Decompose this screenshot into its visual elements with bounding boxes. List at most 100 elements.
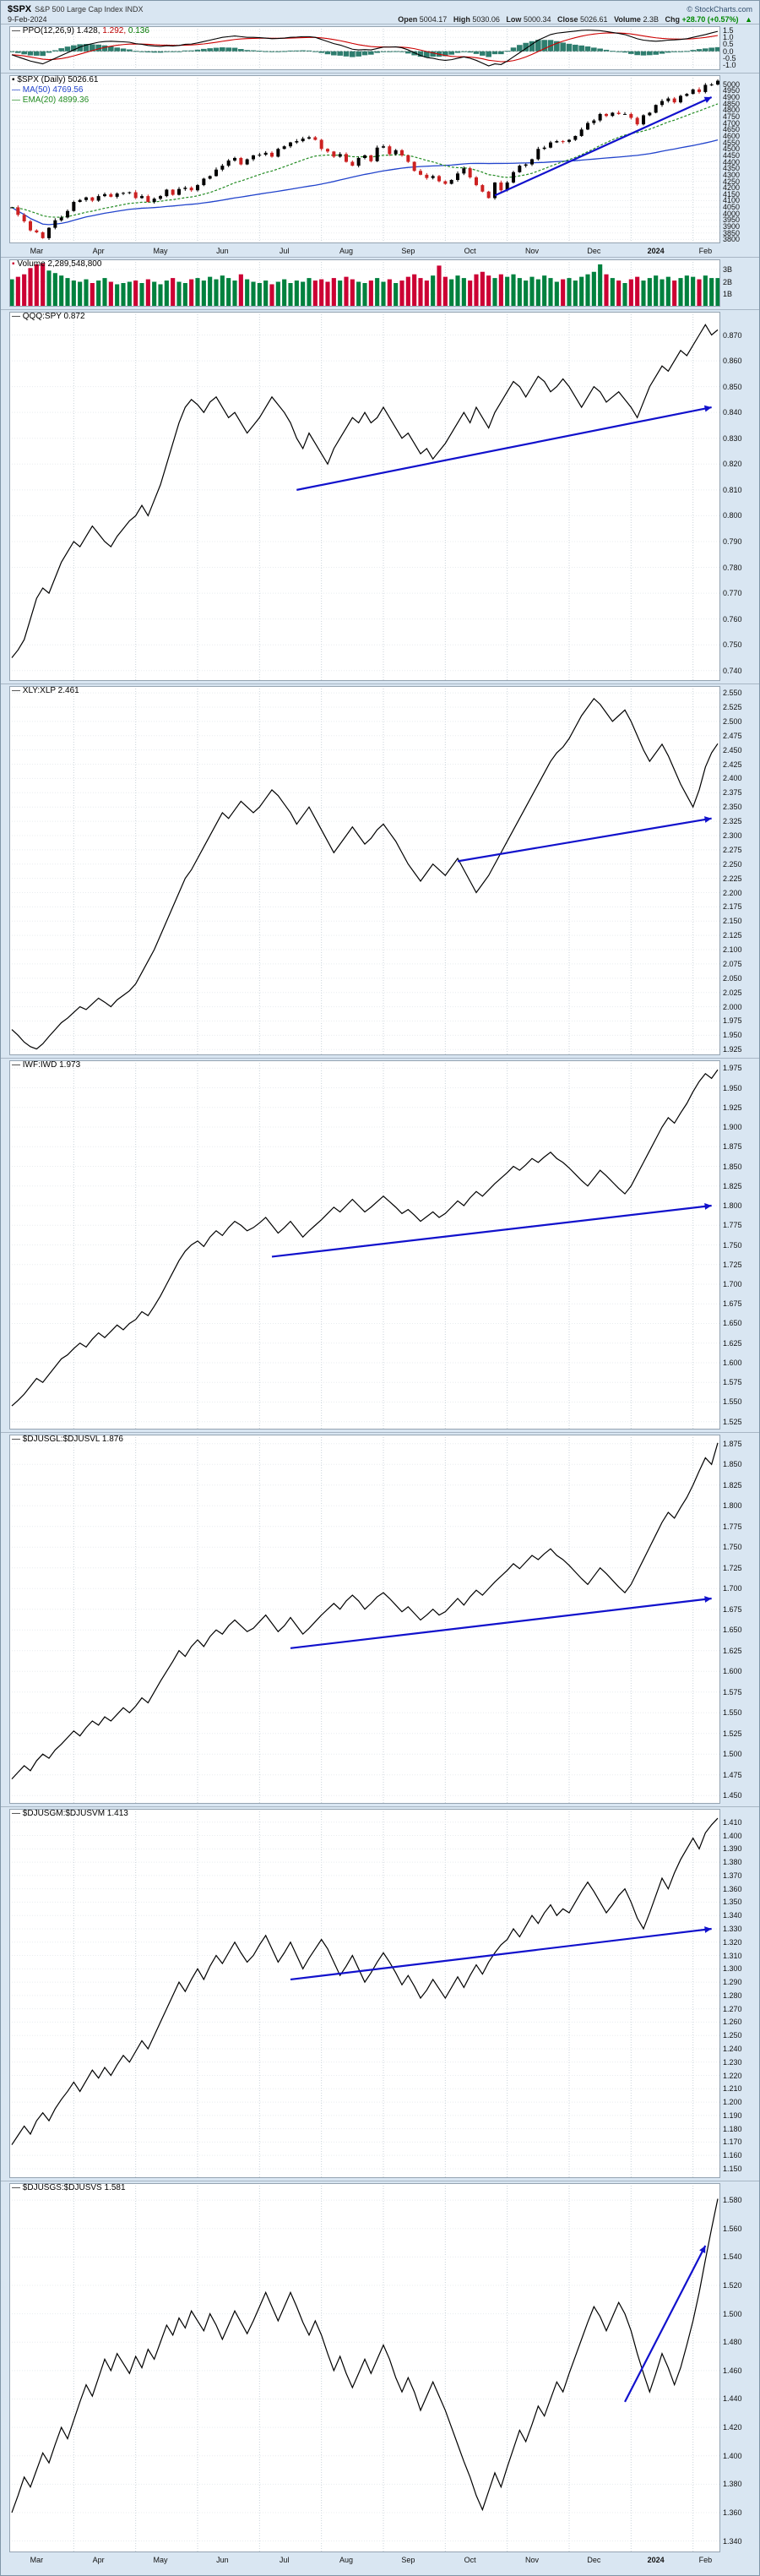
legend-text: $DJUSGM:$DJUSVM 1.413 bbox=[22, 1809, 128, 1818]
legend-text: QQQ:SPY 0.872 bbox=[22, 312, 85, 321]
month-label: Dec bbox=[587, 2556, 601, 2564]
y-tick-label: 0.820 bbox=[723, 460, 742, 469]
y-tick-label: 3800 bbox=[723, 235, 741, 244]
chg-up-arrow-icon: ▲ bbox=[745, 15, 752, 24]
y-tick-label: 1.650 bbox=[723, 1626, 742, 1635]
y-tick-label: 1.340 bbox=[723, 1911, 742, 1920]
y-tick-label: 1.0 bbox=[723, 33, 734, 42]
volume-chart bbox=[9, 259, 720, 307]
trendline-arrowhead bbox=[704, 1596, 712, 1603]
y-tick-label: 1.450 bbox=[723, 1791, 742, 1800]
month-label: May bbox=[153, 247, 168, 255]
y-tick-label: 2.425 bbox=[723, 760, 742, 769]
y-tick-label: 1.5 bbox=[723, 25, 734, 35]
legend-text: — bbox=[12, 1060, 23, 1070]
ratio-panel-iwf-iwd: 1.975 1.950 1.925 1.900 1.875 1.850 1.825 1.800… bbox=[1, 1058, 759, 1432]
y-tick-label: 1.390 bbox=[723, 1844, 742, 1854]
gl-legend: — $DJUSGL:$DJUSVL 1.876 bbox=[12, 1435, 123, 1445]
y-tick-label: 1.625 bbox=[723, 1338, 742, 1348]
y-tick-label: 2.475 bbox=[723, 731, 742, 740]
close-value: 5026.61 bbox=[580, 15, 608, 24]
month-label: Jun bbox=[216, 2556, 229, 2564]
month-label: Feb bbox=[698, 247, 713, 255]
volume-label: Volume bbox=[614, 15, 641, 24]
trendline-arrowhead bbox=[704, 1203, 712, 1210]
legend-text: — bbox=[12, 2183, 23, 2192]
legend-text: — bbox=[12, 26, 23, 35]
chart-header: $SPX S&P 500 Large Cap Index INDX © Stock… bbox=[1, 1, 759, 24]
y-tick-label: 1.650 bbox=[723, 1319, 742, 1328]
ratio-panel-djusgm-djusvm: 1.410 1.400 1.390 1.380 1.370 1.360 1.350 1.340… bbox=[1, 1806, 759, 2181]
y-tick-label: 2.250 bbox=[723, 859, 742, 869]
quote-bar: Open 5004.17 High 5030.06 Low 5000.34 Cl… bbox=[398, 14, 752, 25]
ppo-legend: — PPO(12,26,9) 1.428, 1.292, 0.136 bbox=[12, 26, 149, 36]
y-tick-label: 1B bbox=[723, 290, 733, 299]
y-tick-label: 1.580 bbox=[723, 2196, 742, 2205]
y-tick-label: 4950 bbox=[723, 86, 741, 95]
y-tick-label: 2.075 bbox=[723, 959, 742, 968]
volume-legend: ▪ Volume 2,289,548,800 bbox=[12, 259, 101, 270]
legend-text: — bbox=[12, 85, 23, 95]
gl-chart bbox=[9, 1435, 720, 1804]
y-tick-label: 1.190 bbox=[723, 2110, 742, 2120]
legend-text: EMA(20) 4899.36 bbox=[22, 95, 90, 105]
y-tick-label: 1.800 bbox=[723, 1201, 742, 1210]
y-tick-label: 4500 bbox=[723, 144, 741, 154]
y-tick-label: 1.675 bbox=[723, 1299, 742, 1309]
y-tick-label: 1.250 bbox=[723, 2031, 742, 2040]
y-tick-label: 2.550 bbox=[723, 689, 742, 698]
y-tick-label: 1.900 bbox=[723, 1123, 742, 1132]
x-axis-months-bottom: Mar Apr May Jun Jul Aug Sep Oct Nov Dec 2024 Feb bbox=[1, 2555, 759, 2566]
y-tick-label: 1.220 bbox=[723, 2071, 742, 2080]
month-label: Nov bbox=[524, 2556, 540, 2564]
y-tick-label: 1.380 bbox=[723, 2480, 742, 2489]
y-tick-label: 1.725 bbox=[723, 1260, 742, 1269]
y-tick-label: 1.975 bbox=[723, 1016, 742, 1026]
y-tick-label: 1.750 bbox=[723, 1543, 742, 1552]
iwf-chart bbox=[9, 1060, 720, 1430]
index-name: S&P 500 Large Cap Index INDX bbox=[35, 5, 144, 14]
month-label: Jul bbox=[279, 2556, 290, 2564]
y-tick-label: 1.380 bbox=[723, 1858, 742, 1867]
y-tick-label: 1.350 bbox=[723, 1898, 742, 1907]
trendline-arrowhead bbox=[704, 1926, 712, 1933]
y-tick-label: 1.925 bbox=[723, 1103, 742, 1112]
xly-legend: — XLY:XLP 2.461 bbox=[12, 686, 79, 696]
y-tick-label: 2.050 bbox=[723, 973, 742, 983]
price-panel: 5000 4950 4900 4850 4800 4750 4700 4650 4600 4550… bbox=[1, 73, 759, 246]
y-tick-label: 4550 bbox=[723, 138, 741, 147]
gs-chart bbox=[9, 2183, 720, 2552]
gm-legend: — $DJUSGM:$DJUSVM 1.413 bbox=[12, 1809, 128, 1819]
y-tick-label: 2.375 bbox=[723, 788, 742, 798]
y-tick-label: 1.950 bbox=[723, 1031, 742, 1040]
y-tick-label: 4200 bbox=[723, 183, 741, 193]
gs-legend: — $DJUSGS:$DJUSVS 1.581 bbox=[12, 2183, 126, 2193]
y-tick-label: 0.780 bbox=[723, 563, 742, 572]
y-tick-label: 4150 bbox=[723, 189, 741, 199]
legend-text: 1.292, bbox=[102, 26, 128, 35]
legend-text: — bbox=[12, 95, 23, 105]
y-tick-label: 1.320 bbox=[723, 1937, 742, 1947]
open-value: 5004.17 bbox=[419, 15, 448, 24]
y-tick-label: 1.230 bbox=[723, 2057, 742, 2067]
low-label: Low bbox=[506, 15, 522, 24]
y-tick-label: 2.000 bbox=[723, 1002, 742, 1011]
y-tick-label: 1.500 bbox=[723, 1750, 742, 1759]
y-tick-label: 1.775 bbox=[723, 1221, 742, 1230]
y-tick-label: 1.150 bbox=[723, 2164, 742, 2173]
y-tick-label: 3950 bbox=[723, 215, 741, 225]
legend-text: — bbox=[12, 312, 23, 321]
qqq-chart bbox=[9, 312, 720, 681]
y-tick-label: 1.975 bbox=[723, 1064, 742, 1073]
y-tick-label: 1.550 bbox=[723, 1708, 742, 1718]
title-group: $SPX S&P 500 Large Cap Index INDX bbox=[8, 3, 144, 14]
y-tick-label: 1.600 bbox=[723, 1667, 742, 1676]
month-label: Mar bbox=[30, 247, 44, 255]
y-tick-label: 1.460 bbox=[723, 2366, 742, 2375]
y-tick-label: 1.330 bbox=[723, 1924, 742, 1933]
y-tick-label: 0.850 bbox=[723, 382, 742, 391]
y-tick-label: 2.125 bbox=[723, 931, 742, 940]
month-label: Oct bbox=[464, 247, 476, 255]
y-tick-label: 0.840 bbox=[723, 408, 742, 417]
